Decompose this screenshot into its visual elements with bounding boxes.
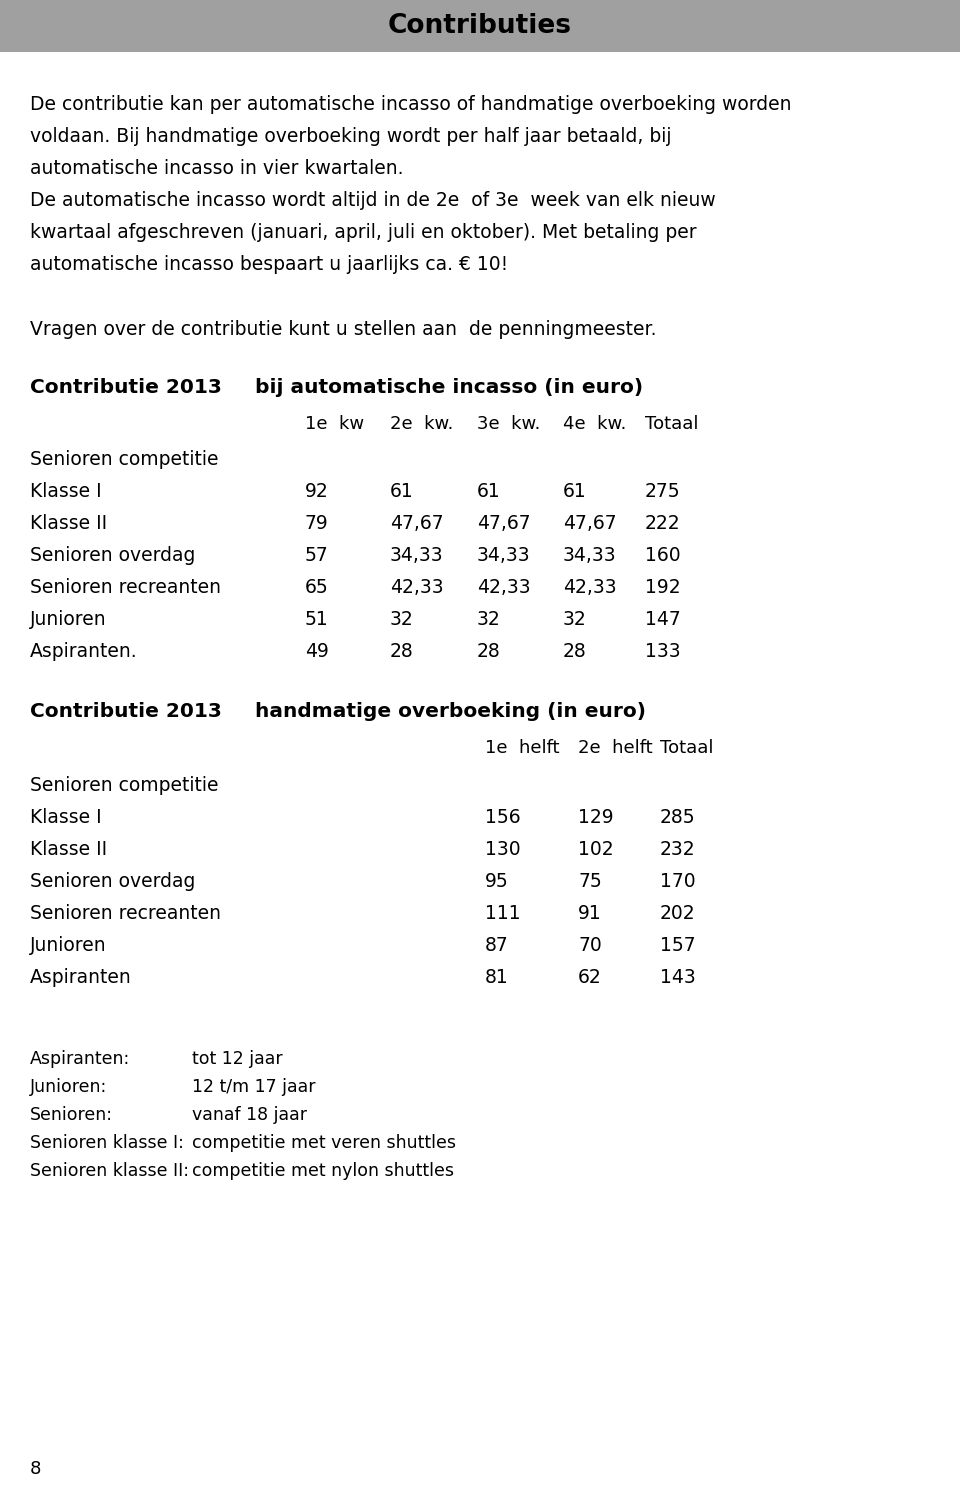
Text: 28: 28 (563, 642, 587, 661)
Text: Senioren competitie: Senioren competitie (30, 450, 219, 469)
Text: 143: 143 (660, 968, 696, 987)
Text: Senioren overdag: Senioren overdag (30, 873, 196, 890)
Text: kwartaal afgeschreven (januari, april, juli en oktober). Met betaling per: kwartaal afgeschreven (januari, april, j… (30, 223, 697, 243)
Text: De contributie kan per automatische incasso of handmatige overboeking worden: De contributie kan per automatische inca… (30, 95, 791, 115)
Text: 147: 147 (645, 610, 681, 628)
Text: 133: 133 (645, 642, 681, 661)
Text: 222: 222 (645, 514, 681, 533)
Text: Senioren klasse I:: Senioren klasse I: (30, 1135, 184, 1152)
Text: 91: 91 (578, 904, 602, 923)
Text: Senioren competitie: Senioren competitie (30, 776, 219, 795)
Text: 156: 156 (485, 809, 520, 826)
Text: Aspiranten: Aspiranten (30, 968, 132, 987)
Text: Contributies: Contributies (388, 13, 572, 39)
Text: 32: 32 (477, 610, 501, 628)
Text: competitie met veren shuttles: competitie met veren shuttles (192, 1135, 456, 1152)
Text: 28: 28 (390, 642, 414, 661)
Text: Junioren: Junioren (30, 937, 107, 954)
Text: Contributie 2013: Contributie 2013 (30, 701, 222, 721)
Text: automatische incasso bespaart u jaarlijks ca. € 10!: automatische incasso bespaart u jaarlijk… (30, 255, 508, 274)
Text: Klasse II: Klasse II (30, 840, 108, 859)
Text: 42,33: 42,33 (390, 578, 444, 597)
Text: 4e  kw.: 4e kw. (563, 415, 626, 433)
Text: Klasse I: Klasse I (30, 809, 102, 826)
Text: 102: 102 (578, 840, 613, 859)
Text: Totaal: Totaal (660, 739, 713, 756)
Text: 81: 81 (485, 968, 509, 987)
Text: 285: 285 (660, 809, 696, 826)
Text: 28: 28 (477, 642, 501, 661)
Text: handmatige overboeking (in euro): handmatige overboeking (in euro) (255, 701, 646, 721)
Text: 192: 192 (645, 578, 681, 597)
Text: 12 t/m 17 jaar: 12 t/m 17 jaar (192, 1078, 316, 1096)
Text: 202: 202 (660, 904, 696, 923)
Text: 129: 129 (578, 809, 613, 826)
Text: 34,33: 34,33 (477, 546, 531, 564)
Text: 61: 61 (390, 482, 414, 500)
Text: 34,33: 34,33 (390, 546, 444, 564)
Text: 160: 160 (645, 546, 681, 564)
Text: 1e  kw: 1e kw (305, 415, 364, 433)
Text: 92: 92 (305, 482, 328, 500)
Text: 57: 57 (305, 546, 328, 564)
Text: 65: 65 (305, 578, 328, 597)
Text: 32: 32 (563, 610, 587, 628)
Text: 62: 62 (578, 968, 602, 987)
Text: Senioren:: Senioren: (30, 1106, 113, 1124)
Bar (0, 0, 960, 52)
Text: voldaan. Bij handmatige overboeking wordt per half jaar betaald, bij: voldaan. Bij handmatige overboeking word… (30, 127, 671, 146)
Text: Contributie 2013: Contributie 2013 (30, 378, 222, 398)
Text: Klasse II: Klasse II (30, 514, 108, 533)
Text: Senioren klasse II:: Senioren klasse II: (30, 1161, 189, 1179)
Text: 1e  helft: 1e helft (485, 739, 560, 756)
Text: 42,33: 42,33 (563, 578, 616, 597)
Text: tot 12 jaar: tot 12 jaar (192, 1050, 282, 1068)
Text: 170: 170 (660, 873, 696, 890)
Text: Aspiranten:: Aspiranten: (30, 1050, 131, 1068)
Text: Senioren recreanten: Senioren recreanten (30, 904, 221, 923)
Text: Vragen over de contributie kunt u stellen aan  de penningmeester.: Vragen over de contributie kunt u stelle… (30, 320, 657, 339)
Text: Senioren recreanten: Senioren recreanten (30, 578, 221, 597)
Text: 47,67: 47,67 (563, 514, 616, 533)
Text: 75: 75 (578, 873, 602, 890)
Text: Klasse I: Klasse I (30, 482, 102, 500)
Text: De automatische incasso wordt altijd in de 2e  of 3e  week van elk nieuw: De automatische incasso wordt altijd in … (30, 191, 716, 210)
Text: 51: 51 (305, 610, 328, 628)
Text: Totaal: Totaal (645, 415, 699, 433)
Text: 111: 111 (485, 904, 520, 923)
Text: 157: 157 (660, 937, 696, 954)
Text: 2e  helft: 2e helft (578, 739, 653, 756)
Text: 232: 232 (660, 840, 696, 859)
Text: 79: 79 (305, 514, 328, 533)
Text: Senioren overdag: Senioren overdag (30, 546, 196, 564)
Text: Aspiranten.: Aspiranten. (30, 642, 137, 661)
Text: 70: 70 (578, 937, 602, 954)
Text: 275: 275 (645, 482, 681, 500)
Text: 3e  kw.: 3e kw. (477, 415, 540, 433)
Text: 61: 61 (563, 482, 587, 500)
Text: 87: 87 (485, 937, 509, 954)
Text: 49: 49 (305, 642, 329, 661)
Text: 2e  kw.: 2e kw. (390, 415, 453, 433)
Text: competitie met nylon shuttles: competitie met nylon shuttles (192, 1161, 454, 1179)
Text: 42,33: 42,33 (477, 578, 531, 597)
Text: 8: 8 (30, 1461, 41, 1479)
Text: 34,33: 34,33 (563, 546, 616, 564)
Text: automatische incasso in vier kwartalen.: automatische incasso in vier kwartalen. (30, 159, 403, 179)
Text: Junioren:: Junioren: (30, 1078, 108, 1096)
Text: 47,67: 47,67 (390, 514, 444, 533)
Text: 61: 61 (477, 482, 501, 500)
Text: bij automatische incasso (in euro): bij automatische incasso (in euro) (255, 378, 643, 398)
Text: 32: 32 (390, 610, 414, 628)
Text: 47,67: 47,67 (477, 514, 531, 533)
Text: vanaf 18 jaar: vanaf 18 jaar (192, 1106, 307, 1124)
Text: 130: 130 (485, 840, 520, 859)
Text: 95: 95 (485, 873, 509, 890)
Text: Junioren: Junioren (30, 610, 107, 628)
